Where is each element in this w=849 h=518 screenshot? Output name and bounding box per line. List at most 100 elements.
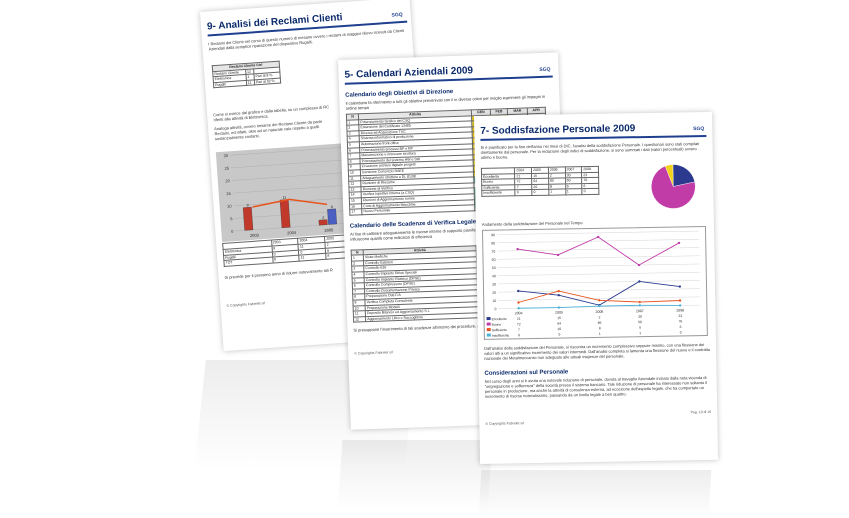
gridline xyxy=(232,185,345,194)
table-cell: 11 xyxy=(299,253,327,261)
page1-summary-table: Reclami Cliente Ctrl Reclami Cliente 12 … xyxy=(212,61,281,89)
gridline xyxy=(497,271,700,276)
x-tick-label: 2003 xyxy=(250,233,260,239)
table-cell: 0 xyxy=(531,189,549,196)
page3-intro: Si è pianificato per la fine dell'anno n… xyxy=(480,141,700,160)
data-table-value: 1 xyxy=(599,332,601,336)
gridline xyxy=(497,247,700,252)
data-table-value: 20 xyxy=(557,327,561,331)
series-point xyxy=(557,289,560,293)
series-point xyxy=(638,300,641,304)
series-point xyxy=(557,306,561,309)
legend-swatch xyxy=(486,328,491,332)
bar-elettronica xyxy=(279,199,291,229)
x-tick-label: 2006 xyxy=(596,310,604,314)
gridline xyxy=(233,198,346,207)
y-tick-label: 15 xyxy=(226,191,232,196)
data-table-value: 2 xyxy=(599,315,601,319)
gridline xyxy=(497,239,700,244)
data-table-value: 7 xyxy=(518,328,520,332)
table-cell: 1 xyxy=(565,189,583,195)
series-point xyxy=(516,247,519,251)
data-table-value: 50 xyxy=(638,320,642,324)
data-table-value: 76 xyxy=(679,319,683,323)
table-cell: 1 xyxy=(548,189,566,196)
y-tick-label: 90 xyxy=(491,233,495,237)
page1-logo: SGQ xyxy=(391,11,403,19)
series-point xyxy=(598,304,601,308)
page1-bar-chart: 0 5 10 15 20 25 30 9 2003 11 2004 2 6 2005 xyxy=(215,143,352,243)
table-cell: Pari al 92 % xyxy=(254,77,281,86)
gridline xyxy=(498,296,701,301)
data-table-value: 23 xyxy=(678,314,682,318)
page1-paragraph-3: Analoga attività, ovvero riesame dei Rec… xyxy=(214,119,323,142)
bar-value-label: 9 xyxy=(247,204,249,208)
data-table-value: 85 xyxy=(598,321,602,325)
page3-paragraph-1: Dall'analisi della soddisfazione del Per… xyxy=(484,342,711,361)
bar-value-label: 6 xyxy=(331,205,333,209)
data-table-value: 5 xyxy=(639,326,641,330)
series-point xyxy=(596,235,600,239)
legend-swatch xyxy=(486,322,491,326)
y-tick-label: 60 xyxy=(492,258,496,262)
series-point xyxy=(638,304,641,307)
x-tick-label: 2004 xyxy=(515,311,523,315)
bar-value-label: 2 xyxy=(322,216,324,220)
y-tick-label: 25 xyxy=(224,166,230,171)
table-cell: 17 xyxy=(349,208,363,215)
gridline xyxy=(497,280,700,285)
data-table-value: 0 xyxy=(680,330,682,334)
data-table-value: 72 xyxy=(517,322,521,326)
y-tick-label: 0 xyxy=(494,307,496,311)
page3-reflection xyxy=(478,470,712,518)
legend-label: Insufficiente xyxy=(492,333,510,337)
data-table-value: 8 xyxy=(599,326,601,330)
series-point xyxy=(517,289,520,293)
bar-rugalli xyxy=(327,209,337,226)
series-point xyxy=(598,299,601,302)
series-point xyxy=(677,241,681,245)
data-table-value: 0 xyxy=(558,333,560,337)
y-tick-label: 30 xyxy=(492,282,496,286)
series-line xyxy=(518,281,680,306)
data-table-value: 21 xyxy=(517,317,521,321)
series-point xyxy=(557,294,560,297)
table-cell: 0 xyxy=(515,189,533,196)
x-tick-label: 2004 xyxy=(287,230,297,236)
series-point xyxy=(517,307,520,310)
bar-elettronica xyxy=(242,207,254,231)
table-cell: 0 xyxy=(582,188,599,195)
page2-reflection xyxy=(337,440,493,510)
data-table-value: 30 xyxy=(638,315,642,319)
gridline xyxy=(230,147,342,156)
table-cell: 12 xyxy=(353,316,366,323)
legend-label: Eccellente xyxy=(492,317,507,321)
legend-label: Sufficiente xyxy=(492,328,508,332)
data-table-value: 0 xyxy=(518,333,520,337)
y-tick-label: 10 xyxy=(492,299,496,303)
y-tick-label: 50 xyxy=(492,266,496,270)
series-point xyxy=(638,280,641,283)
bar-value-label: 11 xyxy=(283,196,287,200)
page3-footer: © Copyrights Fabrelet srl xyxy=(485,421,525,426)
gridline xyxy=(231,172,344,182)
gridline xyxy=(498,288,701,293)
gridline xyxy=(497,263,700,268)
y-tick-label: 0 xyxy=(231,229,234,234)
page-reclami-clienti: 9- Analisi dei Reclami Clienti SGQ I Rec… xyxy=(200,0,434,352)
series-point xyxy=(517,301,520,304)
data-table-value: 6 xyxy=(680,325,682,329)
series-point xyxy=(556,253,560,257)
pie-slice xyxy=(664,164,674,187)
data-table-value: 15 xyxy=(557,316,561,320)
y-tick-label: 20 xyxy=(225,178,231,183)
series-point xyxy=(678,304,682,307)
page-soddisfazione-personale: 7- Soddisfazione Personale 2009 SGQ Si è… xyxy=(474,111,719,464)
data-table-value: 64 xyxy=(557,322,561,326)
gridline xyxy=(497,255,700,260)
x-tick-label: 2008 xyxy=(676,308,684,312)
page3-pie-chart xyxy=(651,164,696,209)
y-tick-label: 5 xyxy=(230,216,233,221)
